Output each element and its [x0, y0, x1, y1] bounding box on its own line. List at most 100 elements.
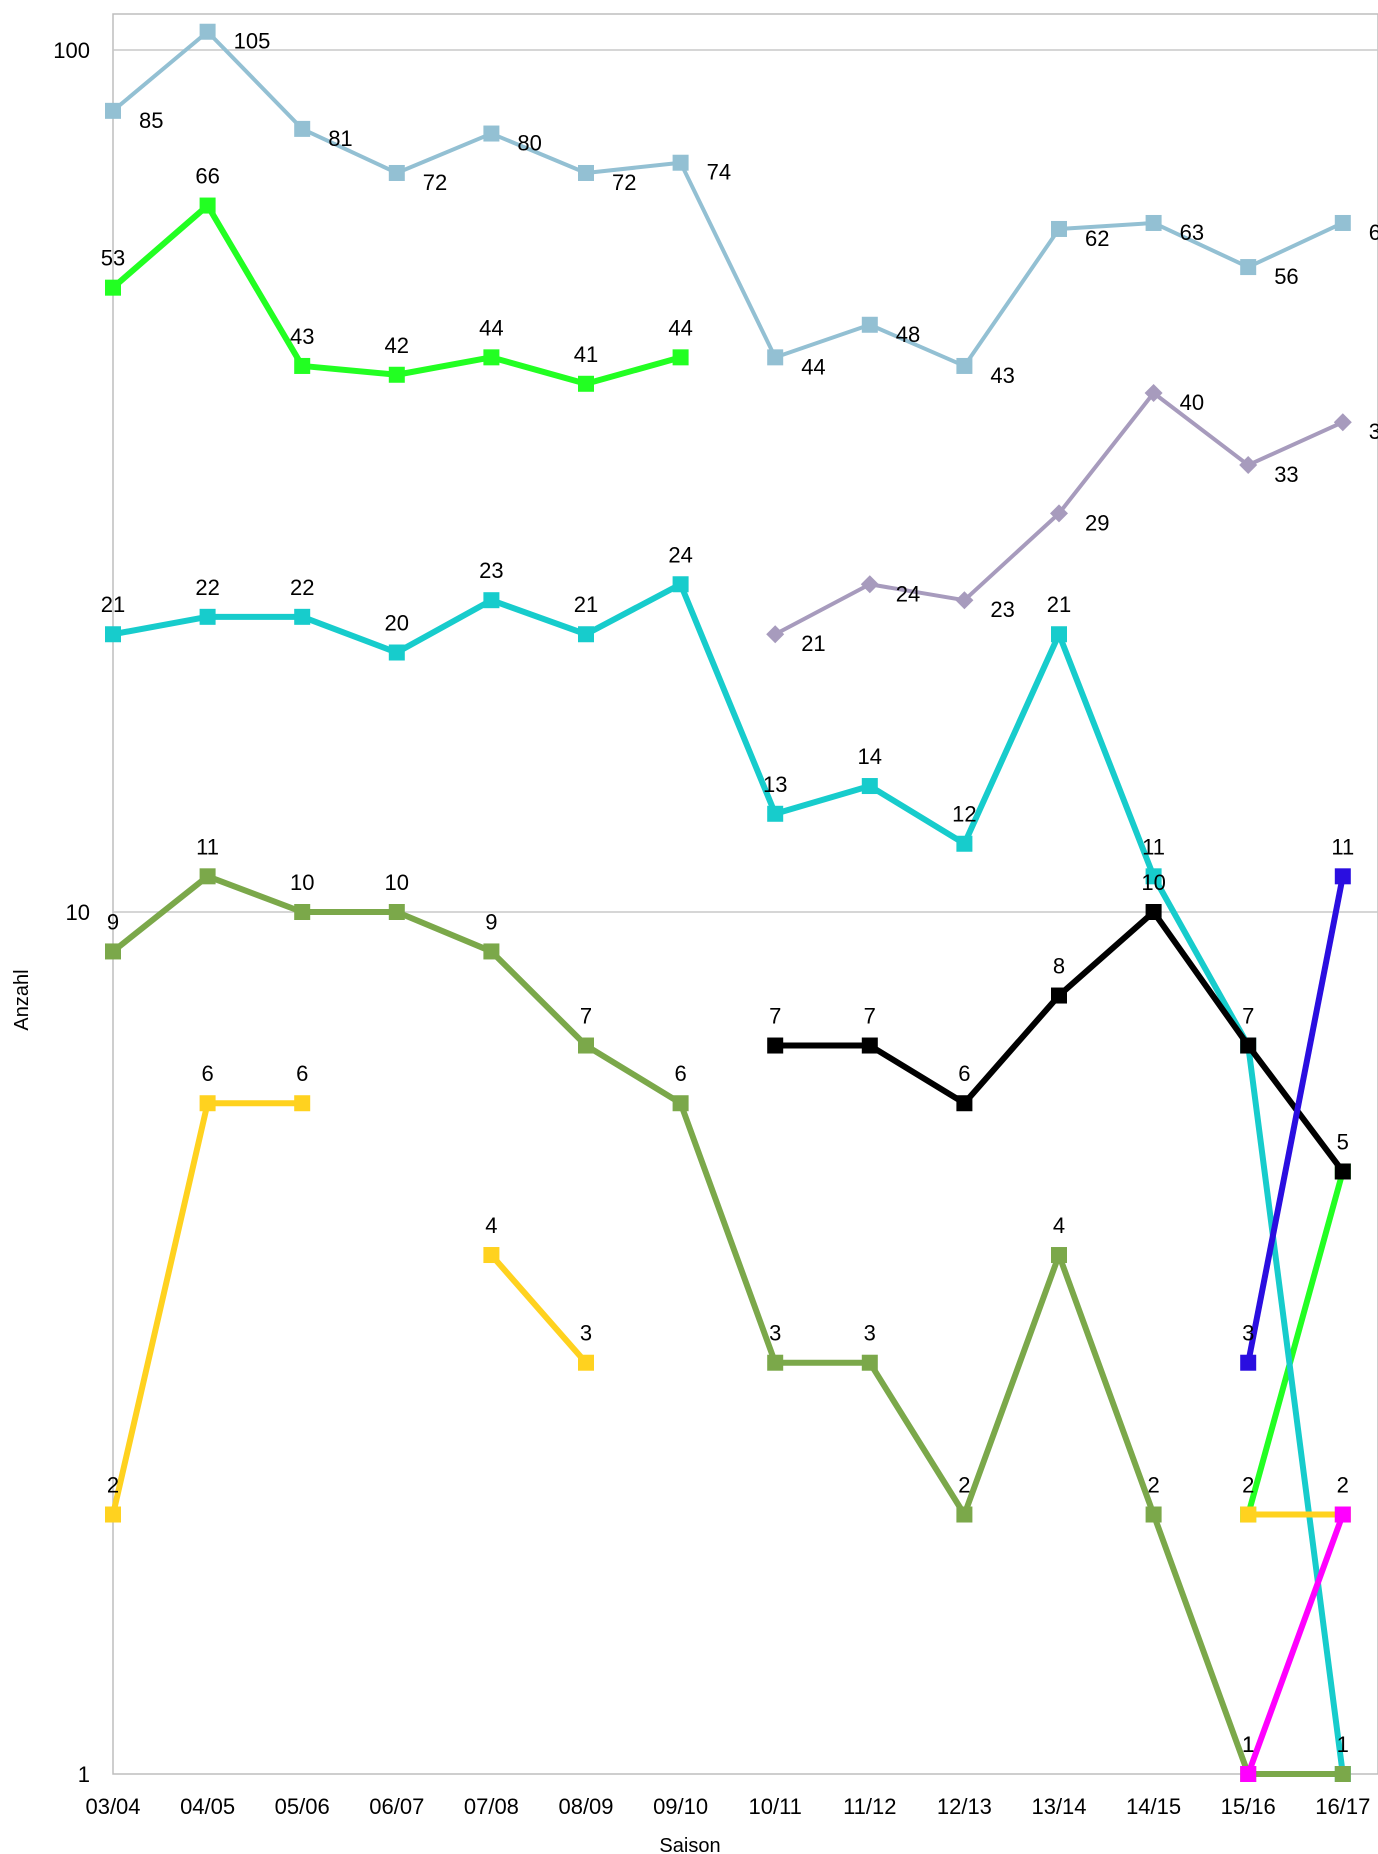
data-point: [956, 1506, 973, 1523]
data-point: [1051, 626, 1067, 643]
data-point: [1334, 1506, 1351, 1523]
data-point: [861, 778, 878, 795]
data-label: 74: [707, 160, 731, 185]
series-group: [105, 23, 1352, 1782]
data-label: 53: [101, 246, 125, 271]
data-label: 44: [479, 315, 503, 340]
data-label: 43: [290, 324, 314, 349]
data-point: [1144, 384, 1163, 403]
data-label: 10: [290, 870, 314, 895]
data-label: 7: [769, 1004, 781, 1029]
data-point: [105, 943, 121, 960]
data-point: [294, 608, 311, 625]
data-point: [199, 23, 216, 40]
x-tick-label: 13/14: [1031, 1794, 1086, 1819]
data-label: 11: [1331, 834, 1354, 859]
data-point: [578, 626, 594, 643]
data-label: 2: [1337, 1473, 1349, 1498]
data-label: 4: [485, 1213, 497, 1238]
x-tick-label: 04/05: [180, 1794, 235, 1819]
x-tick-label: 06/07: [369, 1794, 424, 1819]
data-label: 1: [1242, 1732, 1254, 1757]
series-line: [1245, 875, 1346, 1364]
data-point: [199, 868, 216, 885]
data-point: [294, 1095, 311, 1112]
data-point: [1050, 504, 1068, 523]
y-tick-label: 10: [66, 900, 90, 925]
series-line: [489, 1253, 589, 1365]
data-point: [861, 1037, 878, 1054]
data-point: [861, 316, 878, 333]
x-tick-label: 03/04: [85, 1794, 140, 1819]
data-label: 72: [612, 170, 636, 195]
data-label: 6: [201, 1061, 213, 1086]
data-label: 66: [195, 164, 219, 189]
data-label: 56: [1274, 264, 1298, 289]
data-label: 11: [196, 834, 219, 859]
data-label: 3: [1242, 1321, 1254, 1346]
data-label: 12: [952, 802, 976, 827]
data-label: 10: [385, 870, 409, 895]
data-label: 41: [574, 342, 598, 367]
data-label: 6: [674, 1061, 686, 1086]
data-point: [1051, 1247, 1067, 1264]
data-point: [483, 1247, 500, 1264]
data-point: [1145, 1506, 1162, 1523]
data-point: [672, 154, 689, 171]
data-point: [199, 608, 216, 625]
data-point: [1051, 987, 1067, 1004]
series-line: [1245, 1170, 1346, 1516]
data-label: 7: [1242, 1004, 1254, 1029]
data-label: 2: [1242, 1473, 1254, 1498]
data-point: [1240, 259, 1257, 276]
data-label: 22: [195, 575, 219, 600]
data-label: 2: [1147, 1473, 1159, 1498]
data-point: [1334, 214, 1351, 231]
series-line: [111, 873, 1343, 1777]
x-tick-label: 07/08: [464, 1794, 519, 1819]
x-tick-label: 11/12: [843, 1794, 896, 1819]
x-tick-label: 08/09: [558, 1794, 613, 1819]
data-point: [105, 102, 121, 119]
data-point: [483, 349, 500, 366]
data-label: 44: [801, 354, 825, 379]
data-label: 72: [423, 170, 447, 195]
data-label: 2: [958, 1473, 970, 1498]
data-label: 48: [896, 322, 920, 347]
data-point: [578, 1037, 594, 1054]
data-label: 81: [328, 126, 352, 151]
data-label: 23: [479, 558, 503, 583]
data-label: 21: [1047, 592, 1071, 617]
data-label: 24: [896, 581, 920, 606]
data-label: 2: [107, 1473, 119, 1498]
data-point: [766, 625, 785, 644]
data-point: [1051, 220, 1067, 237]
data-point: [1240, 1766, 1257, 1782]
data-point: [388, 904, 405, 920]
data-point: [767, 805, 784, 822]
data-label: 23: [990, 597, 1014, 622]
data-label: 44: [668, 315, 692, 340]
data-label: 29: [1085, 510, 1109, 535]
y-tick-label: 1: [78, 1762, 90, 1787]
data-label: 9: [485, 909, 497, 934]
data-label: 62: [1085, 226, 1109, 251]
data-point: [388, 164, 405, 181]
data-label: 14: [858, 744, 882, 769]
data-point: [199, 197, 216, 214]
series-line: [112, 581, 1346, 1775]
data-point: [1145, 214, 1162, 231]
data-point: [105, 1506, 121, 1523]
data-label: 22: [290, 575, 314, 600]
data-point: [767, 1354, 784, 1371]
data-point: [861, 1354, 878, 1371]
data-label: 105: [234, 29, 271, 54]
data-point: [672, 349, 689, 366]
data-label: 9: [107, 909, 119, 934]
y-axis-title: Anzahl: [11, 969, 33, 1030]
data-point: [767, 1037, 784, 1054]
data-point: [294, 357, 311, 374]
data-label: 40: [1180, 390, 1204, 415]
